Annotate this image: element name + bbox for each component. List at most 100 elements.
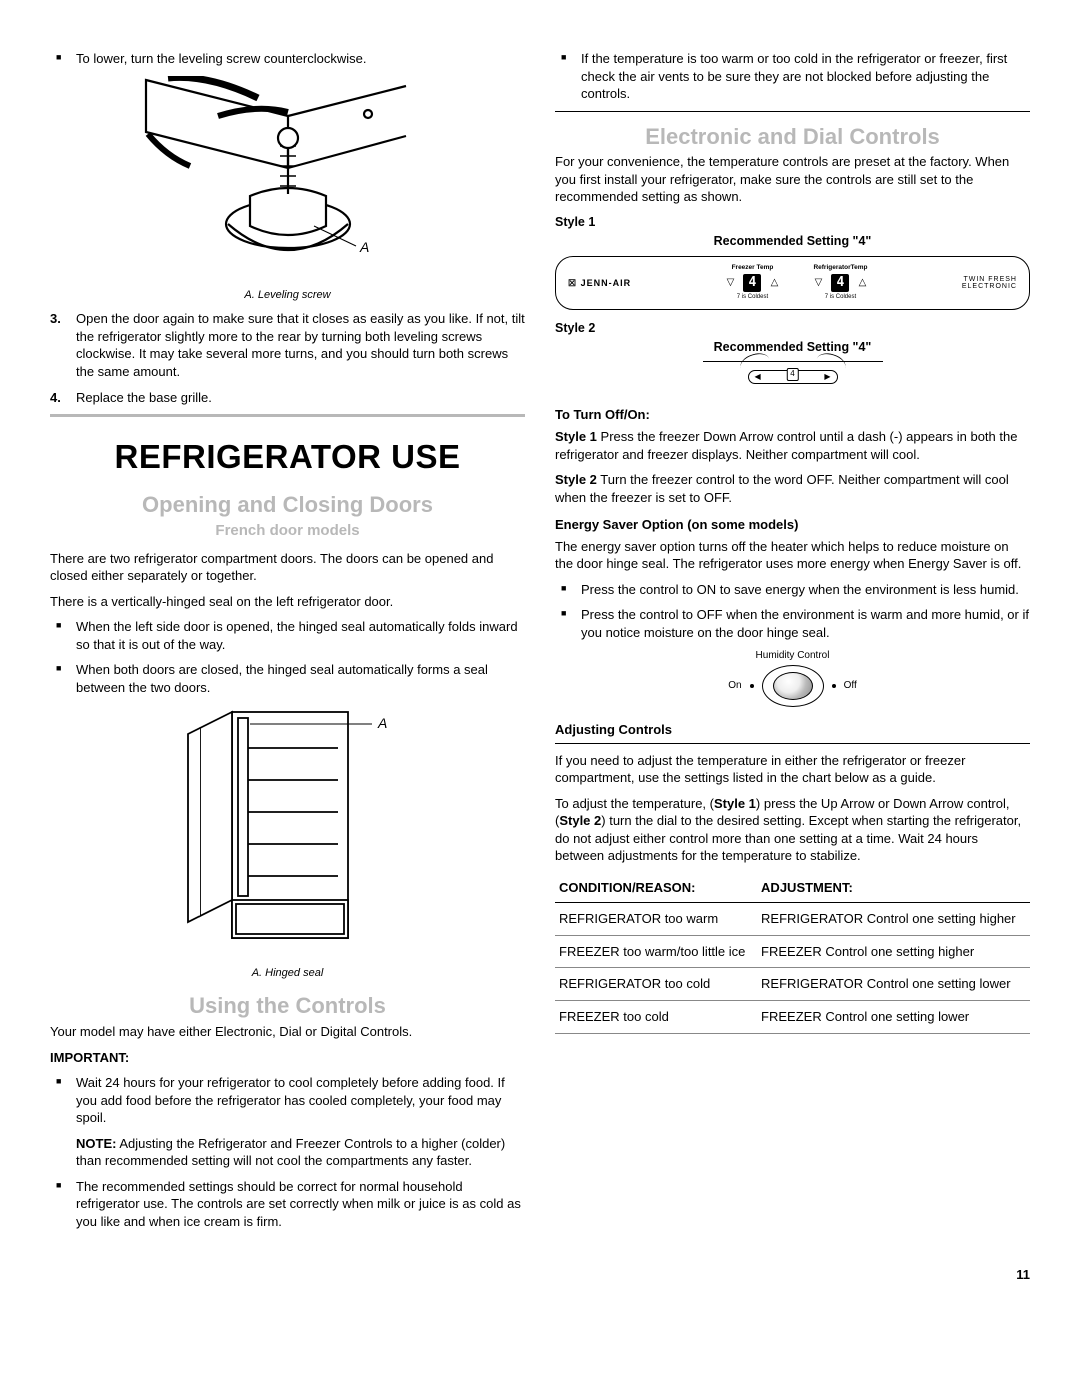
energy-head: Energy Saver Option (on some models) bbox=[555, 516, 1030, 534]
important-label: IMPORTANT: bbox=[50, 1049, 525, 1067]
right-column: If the temperature is too warm or too co… bbox=[555, 50, 1030, 1238]
h2-opening-closing: Opening and Closing Doors bbox=[50, 490, 525, 520]
style1-label: Style 1 bbox=[555, 214, 1030, 231]
humidity-off-label: Off bbox=[844, 679, 857, 693]
control-panel-style1: ☒ JENN-AIR Freezer Temp ▽ 4 △ 7 is Colde… bbox=[555, 256, 1030, 310]
fridge-label: RefrigeratorTemp bbox=[813, 264, 867, 273]
h3-french-door: French door models bbox=[50, 521, 525, 541]
turn-off-on-head: To Turn Off/On: bbox=[555, 406, 1030, 424]
energy-b2: Press the control to OFF when the enviro… bbox=[555, 606, 1030, 641]
adjusting-head: Adjusting Controls bbox=[555, 721, 1030, 739]
humidity-control-diagram: Humidity Control On Off bbox=[555, 649, 1030, 707]
step-3-num: 3. bbox=[50, 310, 61, 328]
opening-p1: There are two refrigerator compartment d… bbox=[50, 550, 525, 585]
fridge-control: RefrigeratorTemp ▽ 4 △ 7 is Coldest bbox=[810, 264, 870, 301]
step-3: 3. Open the door again to make sure that … bbox=[50, 310, 525, 380]
bullet-lower: To lower, turn the leveling screw counte… bbox=[50, 50, 525, 68]
cell: REFRIGERATOR Control one setting lower bbox=[757, 968, 1030, 1001]
leveling-screw-svg: A bbox=[138, 76, 438, 286]
using-p1: Your model may have either Electronic, D… bbox=[50, 1023, 525, 1041]
h2-using-controls: Using the Controls bbox=[50, 991, 525, 1021]
fridge-label-a: A bbox=[377, 715, 387, 731]
freezer-up-arrow[interactable]: △ bbox=[766, 277, 782, 289]
humidity-title: Humidity Control bbox=[555, 649, 1030, 663]
diagram-label-a: A bbox=[359, 239, 369, 255]
twin1: TWIN FRESH bbox=[962, 276, 1017, 283]
fridge-sub: 7 is Coldest bbox=[825, 293, 856, 301]
rec-setting-2: Recommended Setting "4" bbox=[555, 339, 1030, 356]
adjustment-table: CONDITION/REASON: ADJUSTMENT: REFRIGERAT… bbox=[555, 873, 1030, 1034]
table-col-adjustment: ADJUSTMENT: bbox=[757, 873, 1030, 903]
freezer-label: Freezer Temp bbox=[732, 264, 774, 273]
humidity-knob[interactable] bbox=[762, 665, 824, 707]
divider-thin bbox=[555, 111, 1030, 112]
opening-b1: When the left side door is opened, the h… bbox=[50, 618, 525, 653]
cell: FREEZER Control one setting lower bbox=[757, 1001, 1030, 1034]
adjust-p2-c: ) turn the dial to the desired setting. … bbox=[555, 813, 1021, 863]
brand-logo: ☒ JENN-AIR bbox=[568, 277, 631, 289]
cell: REFRIGERATOR too cold bbox=[555, 968, 757, 1001]
step-3-text: Open the door again to make sure that it… bbox=[76, 311, 525, 379]
step-4-text: Replace the base grille. bbox=[76, 390, 212, 405]
fridge-caption: A. Hinged seal bbox=[50, 966, 525, 981]
fridge-down-arrow[interactable]: ▽ bbox=[810, 277, 826, 289]
cell: FREEZER too cold bbox=[555, 1001, 757, 1034]
steps-list: 3. Open the door again to make sure that … bbox=[50, 310, 525, 406]
humidity-on-label: On bbox=[728, 679, 741, 693]
freezer-sub: 7 is Coldest bbox=[737, 293, 768, 301]
divider-thin-2 bbox=[555, 743, 1030, 744]
cell: REFRIGERATOR too warm bbox=[555, 903, 757, 936]
turn-s2: Style 2 Turn the freezer control to the … bbox=[555, 471, 1030, 506]
energy-bullets: Press the control to ON to save energy w… bbox=[555, 581, 1030, 642]
using-bullets: Wait 24 hours for your refrigerator to c… bbox=[50, 1074, 525, 1127]
using-note: NOTE: Adjusting the Refrigerator and Fre… bbox=[50, 1135, 525, 1170]
fridge-up-arrow[interactable]: △ bbox=[854, 277, 870, 289]
h1-refrigerator-use: REFRIGERATOR USE bbox=[50, 435, 525, 480]
page-number: 11 bbox=[50, 1266, 1030, 1284]
turn-s2-label: Style 2 bbox=[555, 472, 597, 487]
fridge-svg: A bbox=[178, 704, 398, 964]
table-row: FREEZER too warm/too little iceFREEZER C… bbox=[555, 935, 1030, 968]
dial-diagram: ◀▶ 4 bbox=[555, 370, 1030, 394]
adjust-p2-s2: Style 2 bbox=[559, 813, 601, 828]
leveling-caption: A. Leveling screw bbox=[50, 288, 525, 303]
energy-b1: Press the control to ON to save energy w… bbox=[555, 581, 1030, 599]
page: To lower, turn the leveling screw counte… bbox=[50, 50, 1030, 1238]
dial-control[interactable]: ◀▶ 4 bbox=[748, 370, 838, 394]
adjust-p2-s1: Style 1 bbox=[714, 796, 756, 811]
opening-bullets: When the left side door is opened, the h… bbox=[50, 618, 525, 696]
control-group: Freezer Temp ▽ 4 △ 7 is Coldest Refriger… bbox=[647, 264, 946, 301]
freezer-control: Freezer Temp ▽ 4 △ 7 is Coldest bbox=[722, 264, 782, 301]
divider-short bbox=[703, 361, 883, 362]
opening-b2: When both doors are closed, the hinged s… bbox=[50, 661, 525, 696]
left-column: To lower, turn the leveling screw counte… bbox=[50, 50, 525, 1238]
cell: FREEZER Control one setting higher bbox=[757, 935, 1030, 968]
note-text: Adjusting the Refrigerator and Freezer C… bbox=[76, 1136, 505, 1169]
step-4: 4. Replace the base grille. bbox=[50, 389, 525, 407]
freezer-down-arrow[interactable]: ▽ bbox=[722, 277, 738, 289]
energy-p1: The energy saver option turns off the he… bbox=[555, 538, 1030, 573]
freezer-digit: 4 bbox=[743, 274, 761, 292]
using-b1: Wait 24 hours for your refrigerator to c… bbox=[50, 1074, 525, 1127]
table-row: REFRIGERATOR too coldREFRIGERATOR Contro… bbox=[555, 968, 1030, 1001]
dot-icon bbox=[750, 684, 754, 688]
turn-s1-label: Style 1 bbox=[555, 429, 597, 444]
adjust-p1: If you need to adjust the temperature in… bbox=[555, 752, 1030, 787]
adjust-p2-a: To adjust the temperature, ( bbox=[555, 796, 714, 811]
top-bullet-list-right: If the temperature is too warm or too co… bbox=[555, 50, 1030, 103]
using-bullets-2: The recommended settings should be corre… bbox=[50, 1178, 525, 1231]
using-b2: The recommended settings should be corre… bbox=[50, 1178, 525, 1231]
rec-setting-1: Recommended Setting "4" bbox=[555, 233, 1030, 250]
adjust-p2: To adjust the temperature, (Style 1) pre… bbox=[555, 795, 1030, 865]
turn-s2-text: Turn the freezer control to the word OFF… bbox=[555, 472, 1009, 505]
dot-icon bbox=[832, 684, 836, 688]
elec-p1: For your convenience, the temperature co… bbox=[555, 153, 1030, 206]
cell: REFRIGERATOR Control one setting higher bbox=[757, 903, 1030, 936]
h2-electronic-dial: Electronic and Dial Controls bbox=[555, 122, 1030, 152]
table-row: FREEZER too coldFREEZER Control one sett… bbox=[555, 1001, 1030, 1034]
bullet-temp-check: If the temperature is too warm or too co… bbox=[555, 50, 1030, 103]
turn-s1-text: Press the freezer Down Arrow control unt… bbox=[555, 429, 1017, 462]
step-4-num: 4. bbox=[50, 389, 61, 407]
dial-value: 4 bbox=[786, 368, 798, 381]
divider bbox=[50, 414, 525, 417]
